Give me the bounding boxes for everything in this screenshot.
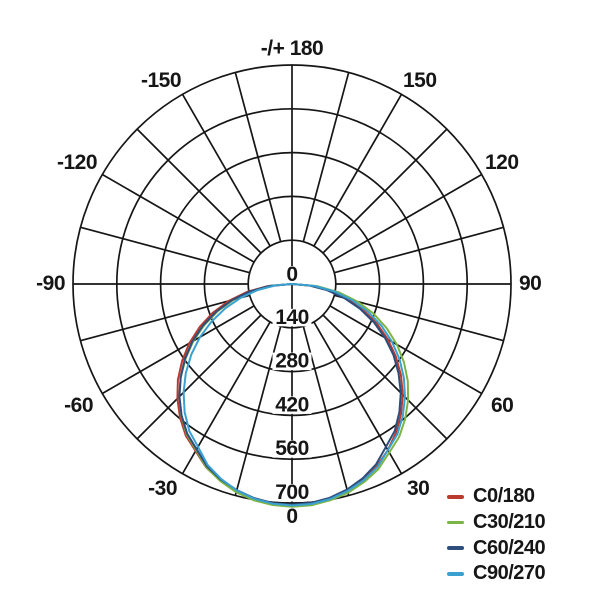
radial-label-700: 700	[275, 481, 309, 504]
grid-spoke-135	[322, 128, 448, 254]
legend-item-c90-270: C90/270	[447, 561, 546, 587]
series-curve-c90-270	[182, 283, 406, 507]
grid-spoke-60	[329, 305, 483, 395]
legend-label-c60-240: C60/240	[473, 536, 546, 559]
legend-item-c60-240: C60/240	[447, 535, 546, 561]
radial-label-bg-0	[283, 266, 301, 284]
grid-spoke-105	[334, 226, 504, 274]
angle-label-120: 120	[485, 151, 519, 174]
legend-swatch-c60-240	[447, 546, 464, 551]
angle-label--90: -90	[36, 272, 65, 295]
radial-label-0: 0	[286, 263, 297, 286]
grid-spoke-195	[234, 72, 282, 242]
radial-label-140: 140	[275, 306, 309, 329]
grid-spoke-285	[80, 294, 250, 342]
grid-spoke-30	[313, 321, 403, 475]
angle-label-60: 60	[491, 394, 513, 417]
legend-swatch-c30-210	[447, 520, 464, 525]
grid-spoke-75	[334, 294, 504, 342]
grid-spoke-210	[181, 93, 271, 247]
radial-label-280: 280	[275, 350, 309, 373]
legend: C0/180 C30/210 C60/240 C90/270	[447, 484, 546, 587]
grid-spoke-225	[136, 128, 262, 254]
angle-label-30: 30	[407, 477, 429, 500]
angle-label--60: -60	[64, 394, 93, 417]
angle-label--120: -120	[57, 151, 97, 174]
grid-spoke-165	[302, 72, 350, 242]
radial-label-420: 420	[275, 393, 309, 416]
legend-label-c30-210: C30/210	[473, 511, 546, 534]
angle-label-150: 150	[403, 69, 437, 92]
grid-spoke-255	[80, 226, 250, 274]
grid-spoke-315	[136, 314, 262, 440]
legend-label-c0-180: C0/180	[473, 485, 535, 508]
angle-label--30: -30	[148, 477, 177, 500]
radial-label-560: 560	[275, 437, 309, 460]
angle-label-top-180: -/+ 180	[261, 37, 323, 60]
legend-swatch-c0-180	[447, 495, 464, 499]
radial-label-bg-560	[272, 440, 312, 458]
grid-spoke-300	[101, 305, 255, 395]
radial-label-bg-700	[272, 484, 312, 502]
angle-label-90: 90	[519, 272, 541, 295]
legend-label-c90-270: C90/270	[473, 562, 546, 585]
radial-label-bg-140	[272, 308, 312, 327]
legend-item-c0-180: C0/180	[447, 484, 545, 510]
radial-label-bg-420	[272, 396, 312, 414]
angle-label--150: -150	[141, 69, 181, 92]
grid-spoke-150	[313, 93, 403, 247]
grid-spoke-240	[101, 173, 255, 263]
legend-swatch-c90-270	[447, 572, 464, 576]
grid-spoke-45	[322, 314, 448, 440]
radial-label-bg-280	[272, 352, 312, 371]
legend-item-c30-210: C30/210	[447, 510, 546, 536]
grid-spoke-120	[329, 173, 483, 263]
angle-label-bottom-0: 0	[286, 505, 297, 528]
